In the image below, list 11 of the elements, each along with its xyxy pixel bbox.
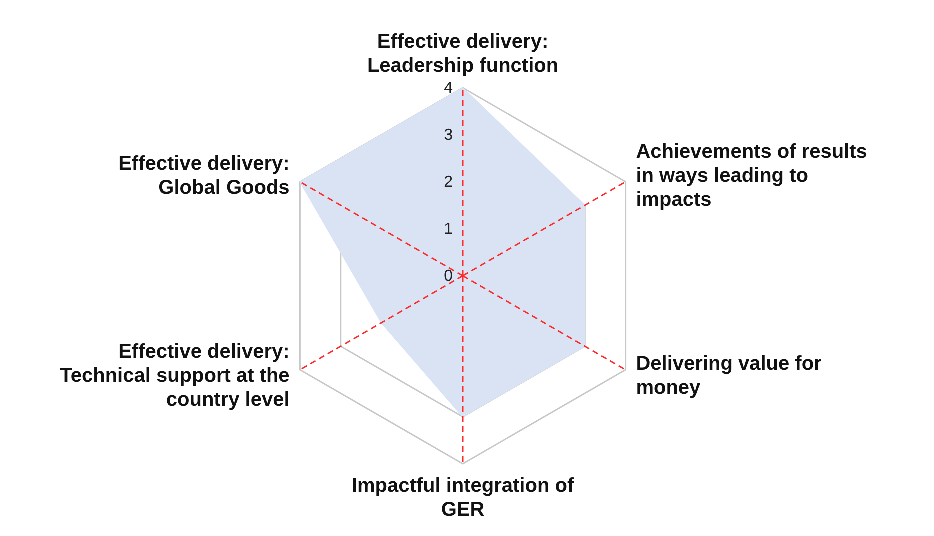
spoke-label: Effective delivery: Technical support at the country level: [60, 341, 290, 411]
spoke-label: Achievements of results in ways leading to impacts: [636, 141, 868, 211]
spoke-label: Effective delivery: Leadership function: [367, 31, 559, 77]
spoke-label: Effective delivery: Global Goods: [118, 153, 290, 199]
y-tick-label: 2: [444, 174, 454, 191]
spoke-label: Delivering value for money: [636, 353, 822, 399]
y-tick-label: 4: [444, 80, 454, 97]
y-tick-label: 0: [444, 268, 454, 285]
spoke-label: Impactful integration of GER: [352, 475, 574, 521]
y-tick-label: 3: [444, 127, 454, 144]
y-tick-label: 1: [444, 221, 454, 238]
